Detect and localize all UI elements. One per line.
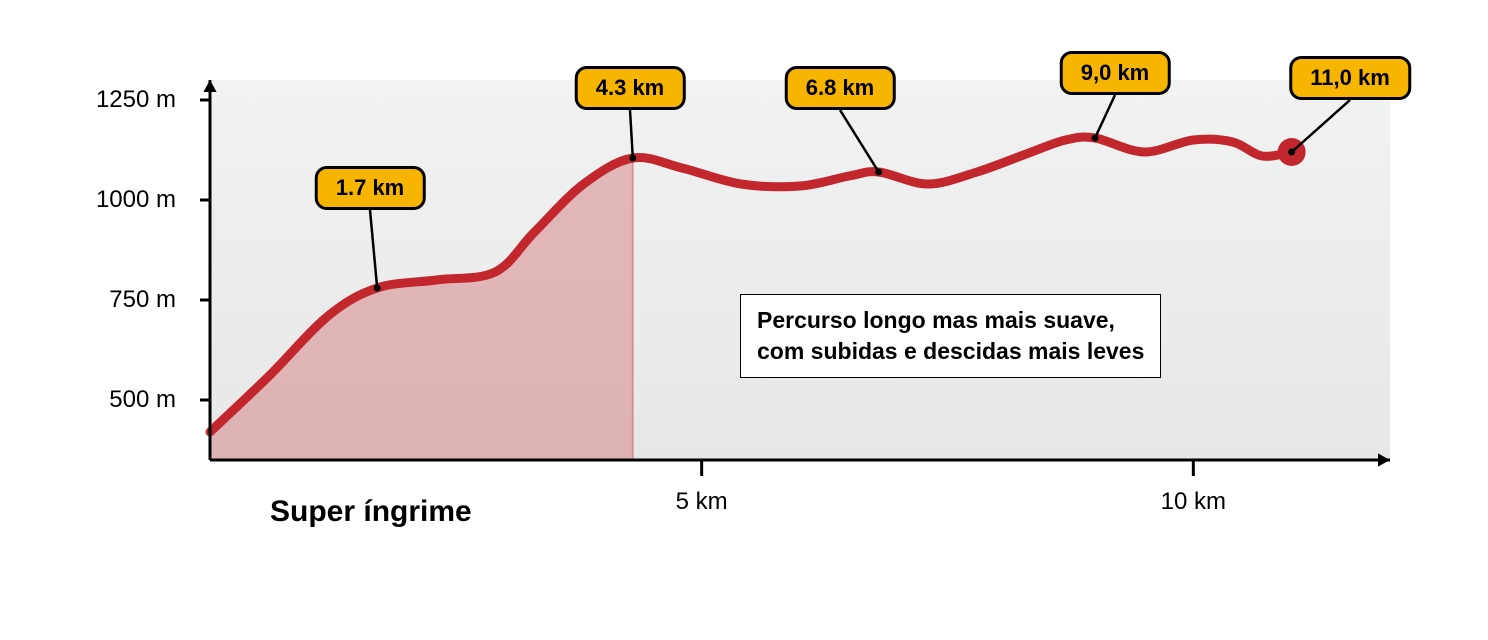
info-box-line: com subidas e descidas mais leves xyxy=(757,336,1144,367)
marker-anchor-dot xyxy=(1288,149,1295,156)
km-marker-label: 11,0 km xyxy=(1310,65,1390,90)
y-tick-label: 500 m xyxy=(109,386,176,414)
km-marker: 9,0 km xyxy=(1060,51,1171,95)
steep-label: Super íngrime xyxy=(270,495,472,529)
km-marker-label: 6.8 km xyxy=(806,75,875,100)
x-tick-label: 10 km xyxy=(1161,488,1226,516)
x-tick-label: 5 km xyxy=(676,488,728,516)
km-marker-label: 9,0 km xyxy=(1081,60,1150,85)
y-tick-label: 750 m xyxy=(109,286,176,314)
km-marker: 4.3 km xyxy=(575,66,686,110)
km-marker-label: 1.7 km xyxy=(336,175,405,200)
y-tick-label: 1000 m xyxy=(96,186,176,214)
marker-anchor-dot xyxy=(1092,135,1099,142)
marker-anchor-dot xyxy=(629,155,636,162)
km-marker: 11,0 km xyxy=(1289,56,1411,100)
km-marker-label: 4.3 km xyxy=(596,75,665,100)
km-marker: 6.8 km xyxy=(785,66,896,110)
info-box-line: Percurso longo mas mais suave, xyxy=(757,305,1144,336)
y-tick-label: 1250 m xyxy=(96,86,176,114)
marker-anchor-dot xyxy=(875,169,882,176)
marker-anchor-dot xyxy=(374,285,381,292)
elevation-chart: 500 m 750 m 1000 m 1250 m 5 km 10 km 1.7 km 4.3… xyxy=(0,0,1488,640)
info-box: Percurso longo mas mais suave,com subida… xyxy=(740,294,1161,378)
km-marker: 1.7 km xyxy=(315,166,426,210)
